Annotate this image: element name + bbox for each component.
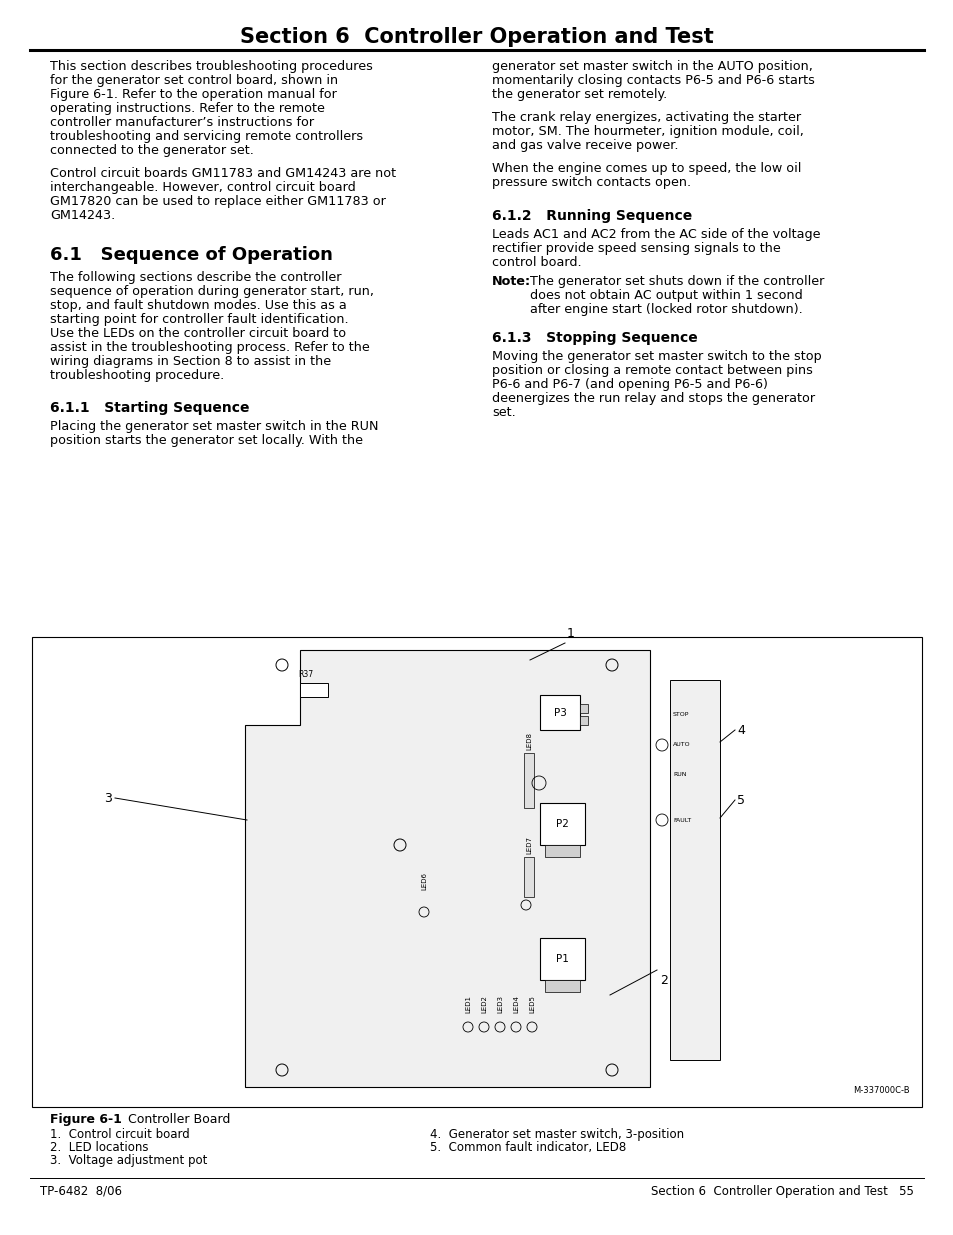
Text: 3.  Voltage adjustment pot: 3. Voltage adjustment pot [50, 1153, 207, 1167]
Text: LED3: LED3 [497, 995, 502, 1013]
Text: 4: 4 [737, 724, 744, 736]
Text: and gas valve receive power.: and gas valve receive power. [492, 140, 678, 152]
Text: LED7: LED7 [525, 836, 532, 853]
Text: Use the LEDs on the controller circuit board to: Use the LEDs on the controller circuit b… [50, 327, 346, 340]
Text: the generator set remotely.: the generator set remotely. [492, 88, 666, 101]
Text: stop, and fault shutdown modes. Use this as a: stop, and fault shutdown modes. Use this… [50, 299, 346, 311]
Text: LED4: LED4 [513, 995, 518, 1013]
Bar [579, 716, 587, 725]
Text: P6-6 and P6-7 (and opening P6-5 and P6-6): P6-6 and P6-7 (and opening P6-5 and P6-6… [492, 378, 767, 390]
Text: assist in the troubleshooting process. Refer to the: assist in the troubleshooting process. R… [50, 341, 370, 353]
Text: Section 6  Controller Operation and Test   55: Section 6 Controller Operation and Test … [651, 1186, 913, 1198]
Text: does not obtain AC output within 1 second: does not obtain AC output within 1 secon… [530, 289, 801, 303]
Text: position or closing a remote contact between pins: position or closing a remote contact bet… [492, 364, 812, 377]
Text: generator set master switch in the AUTO position,: generator set master switch in the AUTO … [492, 61, 812, 73]
Text: The following sections describe the controller: The following sections describe the cont… [50, 270, 341, 284]
Text: Section 6  Controller Operation and Test: Section 6 Controller Operation and Test [240, 27, 713, 47]
Text: 1.  Control circuit board: 1. Control circuit board [50, 1128, 190, 1141]
Text: Leads AC1 and AC2 from the AC side of the voltage: Leads AC1 and AC2 from the AC side of th… [492, 227, 820, 241]
Text: 5: 5 [737, 794, 744, 806]
Text: for the generator set control board, shown in: for the generator set control board, sho… [50, 74, 337, 86]
Text: 6.1.2   Running Sequence: 6.1.2 Running Sequence [492, 209, 692, 222]
Bar [299, 683, 328, 697]
Text: LED2: LED2 [480, 995, 486, 1013]
Text: LED8: LED8 [525, 732, 532, 750]
Text: M-337000C-B: M-337000C-B [853, 1086, 909, 1095]
Bar [523, 857, 534, 897]
Text: AUTO: AUTO [672, 742, 690, 747]
Text: 6.1   Sequence of Operation: 6.1 Sequence of Operation [50, 246, 333, 264]
Text: The generator set shuts down if the controller: The generator set shuts down if the cont… [530, 275, 823, 288]
Text: The crank relay energizes, activating the starter: The crank relay energizes, activating th… [492, 111, 801, 125]
Text: operating instructions. Refer to the remote: operating instructions. Refer to the rem… [50, 103, 325, 115]
Text: 4.  Generator set master switch, 3-position: 4. Generator set master switch, 3-positi… [430, 1128, 683, 1141]
Text: deenergizes the run relay and stops the generator: deenergizes the run relay and stops the … [492, 391, 814, 405]
Bar [32, 637, 921, 1107]
Text: LED6: LED6 [420, 872, 427, 890]
Text: R37: R37 [297, 671, 313, 679]
Text: P1: P1 [556, 953, 568, 965]
Text: Placing the generator set master switch in the RUN: Placing the generator set master switch … [50, 420, 378, 433]
Text: pressure switch contacts open.: pressure switch contacts open. [492, 177, 690, 189]
Text: Note:: Note: [492, 275, 531, 288]
Text: troubleshooting procedure.: troubleshooting procedure. [50, 368, 224, 382]
Text: Controller Board: Controller Board [120, 1113, 230, 1126]
Bar [579, 704, 587, 713]
Bar [669, 680, 720, 1060]
Text: starting point for controller fault identification.: starting point for controller fault iden… [50, 312, 348, 326]
Bar [544, 981, 579, 992]
Text: Figure 6-1: Figure 6-1 [50, 1113, 122, 1126]
Text: set.: set. [492, 406, 516, 419]
Polygon shape [245, 650, 649, 1087]
Text: TP-6482  8/06: TP-6482 8/06 [40, 1186, 122, 1198]
Text: connected to the generator set.: connected to the generator set. [50, 144, 253, 157]
Text: control board.: control board. [492, 256, 581, 269]
Text: troubleshooting and servicing remote controllers: troubleshooting and servicing remote con… [50, 130, 363, 143]
Text: controller manufacturer’s instructions for: controller manufacturer’s instructions f… [50, 116, 314, 128]
Text: FAULT: FAULT [672, 818, 691, 823]
Text: sequence of operation during generator start, run,: sequence of operation during generator s… [50, 285, 374, 298]
Text: after engine start (locked rotor shutdown).: after engine start (locked rotor shutdow… [530, 303, 801, 316]
Bar [544, 845, 579, 857]
Text: GM14243.: GM14243. [50, 209, 115, 222]
Text: motor, SM. The hourmeter, ignition module, coil,: motor, SM. The hourmeter, ignition modul… [492, 125, 803, 138]
Text: 2.  LED locations: 2. LED locations [50, 1141, 149, 1153]
Bar [539, 695, 579, 730]
Text: GM17820 can be used to replace either GM11783 or: GM17820 can be used to replace either GM… [50, 195, 385, 207]
Text: interchangeable. However, control circuit board: interchangeable. However, control circui… [50, 182, 355, 194]
Text: 3: 3 [104, 792, 112, 804]
Text: P3: P3 [553, 708, 566, 718]
Text: When the engine comes up to speed, the low oil: When the engine comes up to speed, the l… [492, 162, 801, 175]
Bar [539, 939, 584, 981]
Text: Moving the generator set master switch to the stop: Moving the generator set master switch t… [492, 350, 821, 363]
Text: Figure 6-1. Refer to the operation manual for: Figure 6-1. Refer to the operation manua… [50, 88, 336, 101]
Bar [539, 803, 584, 845]
Text: rectifier provide speed sensing signals to the: rectifier provide speed sensing signals … [492, 242, 780, 254]
Text: This section describes troubleshooting procedures: This section describes troubleshooting p… [50, 61, 373, 73]
Text: LED5: LED5 [529, 995, 535, 1013]
Text: Control circuit boards GM11783 and GM14243 are not: Control circuit boards GM11783 and GM142… [50, 167, 395, 180]
Text: 2: 2 [659, 973, 667, 987]
Text: 1: 1 [566, 627, 575, 640]
Text: 6.1.1   Starting Sequence: 6.1.1 Starting Sequence [50, 401, 250, 415]
Text: 5.  Common fault indicator, LED8: 5. Common fault indicator, LED8 [430, 1141, 625, 1153]
Text: STOP: STOP [672, 713, 689, 718]
Bar [523, 753, 534, 808]
Text: LED1: LED1 [464, 995, 471, 1013]
Text: wiring diagrams in Section 8 to assist in the: wiring diagrams in Section 8 to assist i… [50, 354, 331, 368]
Text: P2: P2 [556, 819, 568, 829]
Text: position starts the generator set locally. With the: position starts the generator set locall… [50, 433, 363, 447]
Text: momentarily closing contacts P6-5 and P6-6 starts: momentarily closing contacts P6-5 and P6… [492, 74, 814, 86]
Text: RUN: RUN [672, 773, 686, 778]
Text: 6.1.3   Stopping Sequence: 6.1.3 Stopping Sequence [492, 331, 697, 345]
